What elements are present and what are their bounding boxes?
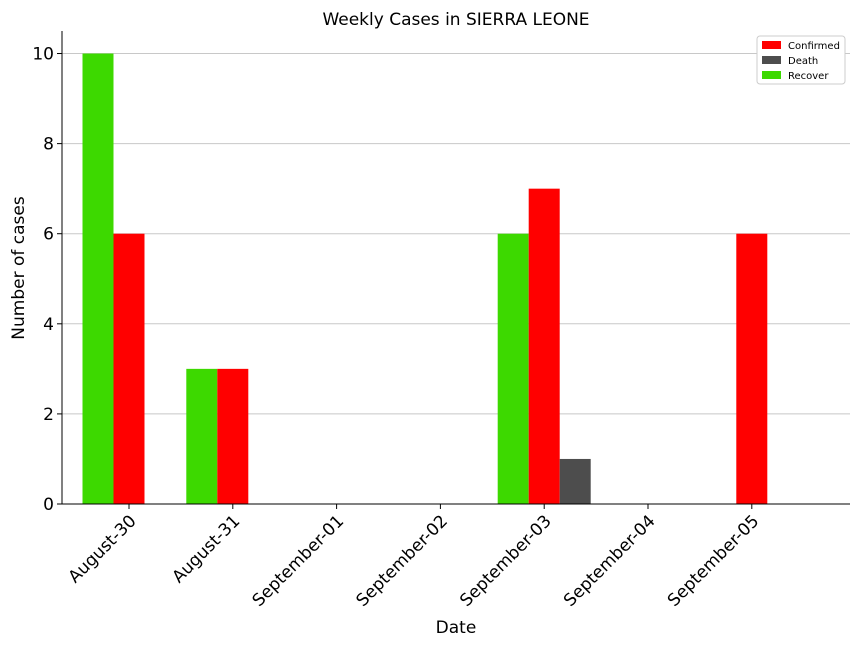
bar-recover-august-30	[82, 53, 114, 505]
y-tick-label: 0	[43, 495, 54, 515]
legend: Confirmed Death Recover	[756, 35, 846, 85]
bar-confirmed-september-05	[736, 233, 768, 504]
legend-label-death: Death	[788, 56, 818, 67]
y-tick-label: 10	[32, 45, 54, 65]
legend-label-recover: Recover	[788, 71, 829, 82]
x-tick-label: September-01	[249, 511, 348, 610]
chart-title: Weekly Cases in SIERRA LEONE	[322, 10, 589, 30]
x-tick-label: September-05	[664, 511, 763, 610]
bar-death-september-03	[559, 458, 591, 504]
x-tick-label: September-04	[560, 511, 659, 610]
bar-recover-september-03	[497, 233, 529, 504]
legend-swatch-recover	[762, 71, 781, 79]
bar-recover-august-31	[186, 368, 218, 504]
bars	[82, 53, 768, 505]
legend-swatch-death	[762, 56, 781, 64]
gridlines	[62, 53, 850, 415]
y-tick-label: 6	[43, 225, 54, 245]
x-ticks: August-30 August-31 September-01 September-…	[65, 504, 763, 611]
y-tick-label: 8	[43, 135, 54, 155]
bar-confirmed-august-30	[113, 233, 145, 504]
y-tick-label: 4	[43, 315, 54, 335]
y-tick-label: 2	[43, 405, 54, 425]
bar-confirmed-september-03	[528, 188, 560, 504]
y-axis-label: Number of cases	[9, 196, 29, 340]
x-tick-label: September-02	[352, 511, 451, 610]
y-ticks: 0 2 4 6 8 10	[32, 45, 62, 515]
x-tick-label: August-30	[65, 511, 141, 587]
axes	[61, 31, 850, 505]
legend-swatch-confirmed	[762, 41, 781, 49]
x-tick-label: September-03	[456, 511, 555, 610]
x-tick-label: August-31	[168, 511, 244, 587]
legend-label-confirmed: Confirmed	[788, 41, 840, 52]
bar-confirmed-august-31	[217, 368, 249, 504]
x-axis-label: Date	[436, 618, 477, 638]
